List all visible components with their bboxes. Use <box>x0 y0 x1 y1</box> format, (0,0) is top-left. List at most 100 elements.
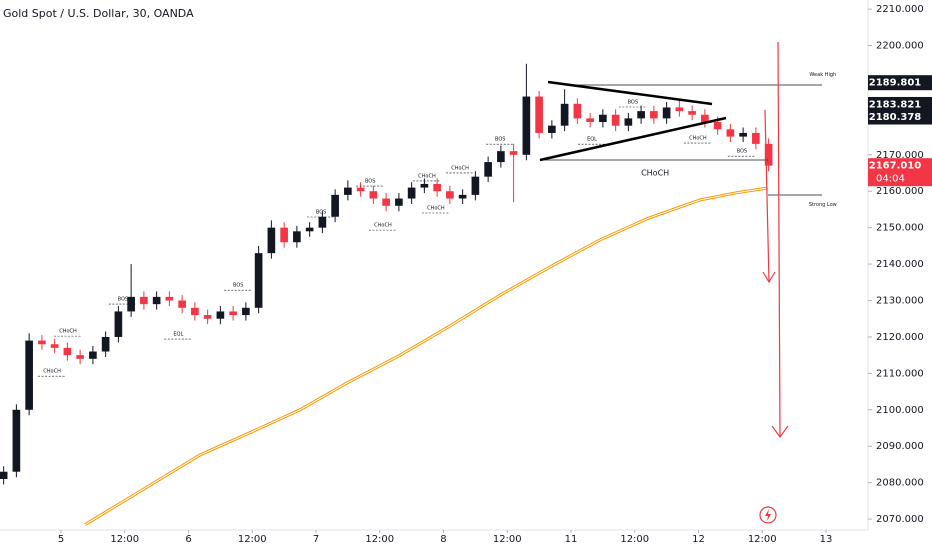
candle-body <box>165 296 174 301</box>
x-tick-label: 8 <box>440 534 446 545</box>
x-tick-label: 12 <box>692 534 705 545</box>
y-tick-label: 2070.000 <box>876 514 924 525</box>
candle-body <box>420 183 429 188</box>
drawings <box>539 41 822 524</box>
candle-body <box>356 187 365 192</box>
candle-body <box>12 409 21 472</box>
price-tag <box>868 158 932 187</box>
candle-body <box>318 216 327 228</box>
candle-body <box>382 198 390 206</box>
annotation: BOS <box>118 297 128 303</box>
candle-body <box>305 227 314 232</box>
candle-body <box>152 296 161 305</box>
x-tick-label: 7 <box>313 534 319 545</box>
candle-body <box>50 344 59 348</box>
triangle-upper <box>547 80 713 106</box>
annotation: EQL <box>587 137 597 143</box>
annotation: CHoCH <box>418 173 436 179</box>
y-tick-label: 2100.000 <box>876 405 924 416</box>
candle-body <box>344 187 352 195</box>
y-tick-label: 2130.000 <box>876 296 924 307</box>
annotation: CHoCH <box>374 223 392 229</box>
price-tag-label: 2180.378 <box>869 112 922 123</box>
candle-body <box>63 347 72 356</box>
candle-body <box>280 227 288 243</box>
candle-body <box>611 114 620 126</box>
candle-body <box>229 311 237 316</box>
candle-body <box>764 143 773 166</box>
annotation: Weak High <box>809 72 836 78</box>
candle-body <box>650 111 658 119</box>
y-tick-label: 2140.000 <box>876 259 924 270</box>
candle-body <box>752 132 760 144</box>
candle-body <box>0 471 8 480</box>
price-tag <box>868 75 932 91</box>
price-tag-countdown: 04:04 <box>876 174 905 185</box>
candle-body <box>509 151 518 155</box>
alert-icon[interactable] <box>759 506 777 524</box>
y-tick-label: 2200.000 <box>876 41 924 52</box>
candle-body <box>446 191 454 199</box>
candle-body <box>203 315 212 319</box>
candle-body <box>407 187 416 199</box>
candle-body <box>726 129 735 137</box>
x-tick-label: 12:00 <box>110 534 139 545</box>
candle-body <box>216 311 225 319</box>
annotation: BOS <box>495 137 505 143</box>
x-tick-label: 5 <box>58 534 64 545</box>
candle-body <box>560 103 569 126</box>
candle-body <box>369 191 378 199</box>
annotation: BOS <box>628 99 638 105</box>
candle-body <box>535 96 543 133</box>
y-tick-label: 2210.000 <box>876 4 924 15</box>
candle-body <box>701 114 709 123</box>
candle-body <box>89 351 97 359</box>
annotation: CHoCH <box>451 165 469 171</box>
candle-body <box>548 125 556 133</box>
price-tag-label: 2183.821 <box>869 99 922 110</box>
y-tick-label: 2080.000 <box>876 478 924 489</box>
candle-body <box>522 96 531 155</box>
x-tick-label: 11 <box>565 534 578 545</box>
candle-body <box>688 111 696 115</box>
y-tick-label: 2120.000 <box>876 332 924 343</box>
chart-title: Gold Spot / U.S. Dollar, 30, OANDA <box>3 7 194 20</box>
y-tick-label: 2110.000 <box>876 368 924 379</box>
candle-body <box>573 103 582 119</box>
candle-body <box>395 198 403 206</box>
annotation: BOS <box>737 149 747 155</box>
x-tick-label: 12:00 <box>620 534 649 545</box>
candle-body <box>38 340 46 345</box>
annotation: CHoCH <box>641 169 669 178</box>
arrow-long <box>777 41 781 438</box>
annotation: EQL <box>173 332 183 338</box>
candle-body <box>586 118 594 123</box>
annotation: BOS <box>316 210 326 216</box>
candle-body <box>293 231 301 243</box>
candle-body <box>484 162 492 177</box>
price-tag-label: 2167.010 <box>869 161 922 172</box>
triangle-lower <box>539 116 727 162</box>
candle-body <box>254 253 263 308</box>
annotation: Strong Low <box>809 202 837 208</box>
y-tick-label: 2160.000 <box>876 186 924 197</box>
price-tag <box>868 96 932 112</box>
candle-body <box>637 111 645 119</box>
x-tick-label: 12:00 <box>748 534 777 545</box>
candle-body <box>458 194 467 199</box>
candle-body <box>114 311 123 337</box>
candle-body <box>101 336 110 352</box>
annotation: BOS <box>233 283 243 289</box>
candle-body <box>471 176 480 195</box>
plot <box>0 63 773 526</box>
y-tick-label: 2150.000 <box>876 223 924 234</box>
y-tick-label: 2170.000 <box>876 150 924 161</box>
candle-body <box>267 227 276 254</box>
x-tick-label: 12:00 <box>238 534 267 545</box>
annotation: CHoCH <box>59 329 77 335</box>
x-tick-label: 12:00 <box>493 534 522 545</box>
price-tag <box>868 109 932 125</box>
candle-body <box>242 307 250 316</box>
